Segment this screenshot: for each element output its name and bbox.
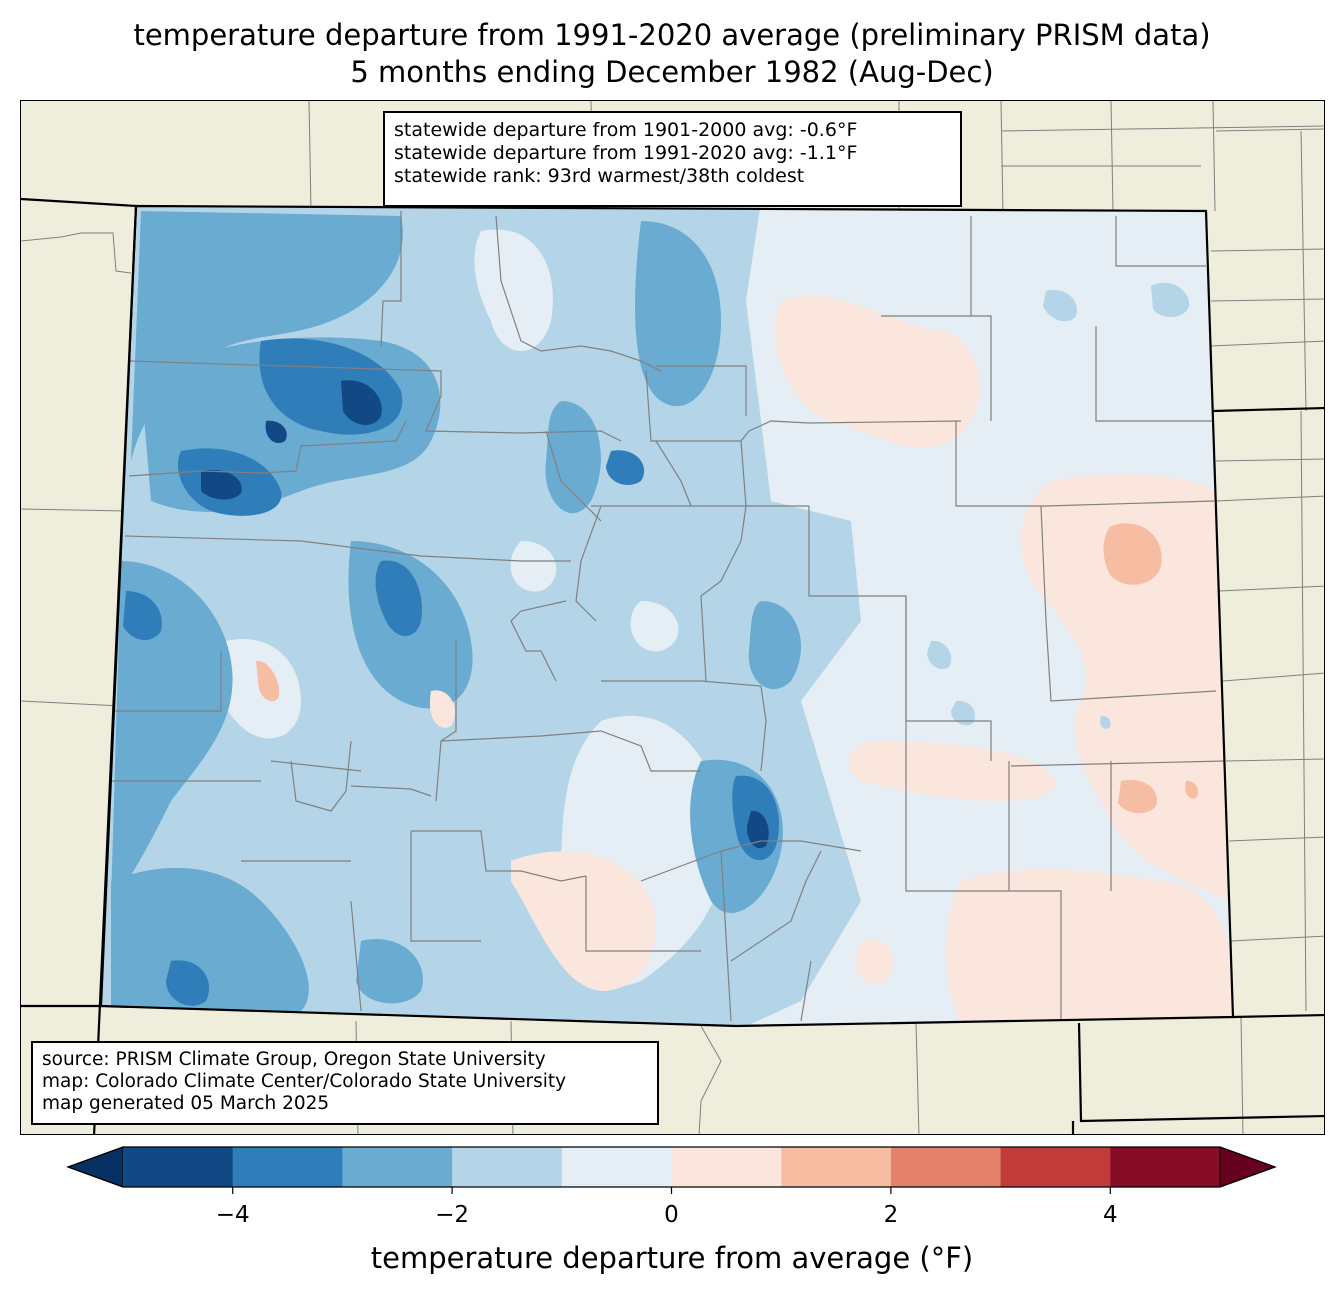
map-title-line2: 5 months ending December 1982 (Aug-Dec) (350, 55, 994, 89)
colorbar-bin (781, 1147, 892, 1187)
colorbar-bin (890, 1147, 1002, 1187)
colorbar-bin (452, 1147, 563, 1187)
statewide-stats-box: statewide departure from 1901-2000 avg: … (383, 111, 962, 207)
stats-departure-1901-2000: statewide departure from 1901-2000 avg: … (394, 119, 858, 141)
colorbar-under-arrow (66, 1146, 124, 1188)
stats-rank: statewide rank: 93rd warmest/38th coldes… (394, 165, 805, 187)
colorbar-bin (1110, 1147, 1221, 1187)
colorbar-tick-label: −4 (216, 1202, 250, 1228)
colorbar-over-arrow (1219, 1146, 1277, 1188)
colorbar-ticks: −4 −2 0 2 4 (216, 1187, 1118, 1228)
colorbar-tick-label: −2 (435, 1202, 469, 1228)
colorbar-bin (1000, 1147, 1111, 1187)
colorbar-tick-label: 4 (1103, 1202, 1118, 1228)
colorbar-bin (561, 1147, 672, 1187)
colorbar-label: temperature departure from average (°F) (370, 1241, 974, 1275)
colorbar: −4 −2 0 2 4 (66, 1146, 1277, 1228)
map-title-line1: temperature departure from 1991-2020 ave… (133, 18, 1211, 52)
colorbar-tick-label: 2 (884, 1202, 899, 1228)
colorbar-bin (232, 1147, 343, 1187)
source-line: source: PRISM Climate Group, Oregon Stat… (42, 1049, 546, 1070)
map-panel (20, 100, 1325, 1135)
source-box: source: PRISM Climate Group, Oregon Stat… (31, 1041, 659, 1125)
colorbar-bins (66, 1146, 1277, 1188)
colorbar-outline (66, 1146, 1277, 1188)
anomaly-field (101, 206, 1233, 1026)
generated-date-line: map generated 05 March 2025 (42, 1093, 330, 1114)
colorbar-bin (342, 1147, 453, 1187)
colorbar-bin (123, 1147, 234, 1187)
state-borders (21, 197, 1324, 1134)
stats-departure-1991-2020: statewide departure from 1991-2020 avg: … (394, 142, 858, 164)
colorbar-bin (671, 1147, 782, 1187)
colorado-temperature-map (21, 101, 1324, 1134)
colorbar-tick-label: 0 (664, 1202, 679, 1228)
colorado-county-lines (111, 211, 1227, 1022)
map-credit-line: map: Colorado Climate Center/Colorado St… (42, 1071, 567, 1092)
